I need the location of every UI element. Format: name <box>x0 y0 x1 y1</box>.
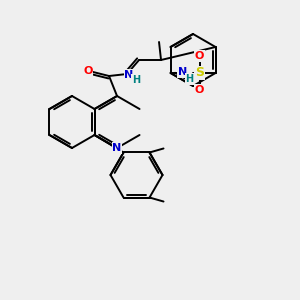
Text: S: S <box>195 67 204 80</box>
Text: N: N <box>112 143 122 153</box>
Text: H: H <box>132 75 140 85</box>
Text: O: O <box>195 85 204 95</box>
Text: O: O <box>83 66 93 76</box>
Text: H: H <box>185 74 194 84</box>
Text: N: N <box>124 70 134 80</box>
Text: O: O <box>195 51 204 61</box>
Text: N: N <box>178 67 187 77</box>
